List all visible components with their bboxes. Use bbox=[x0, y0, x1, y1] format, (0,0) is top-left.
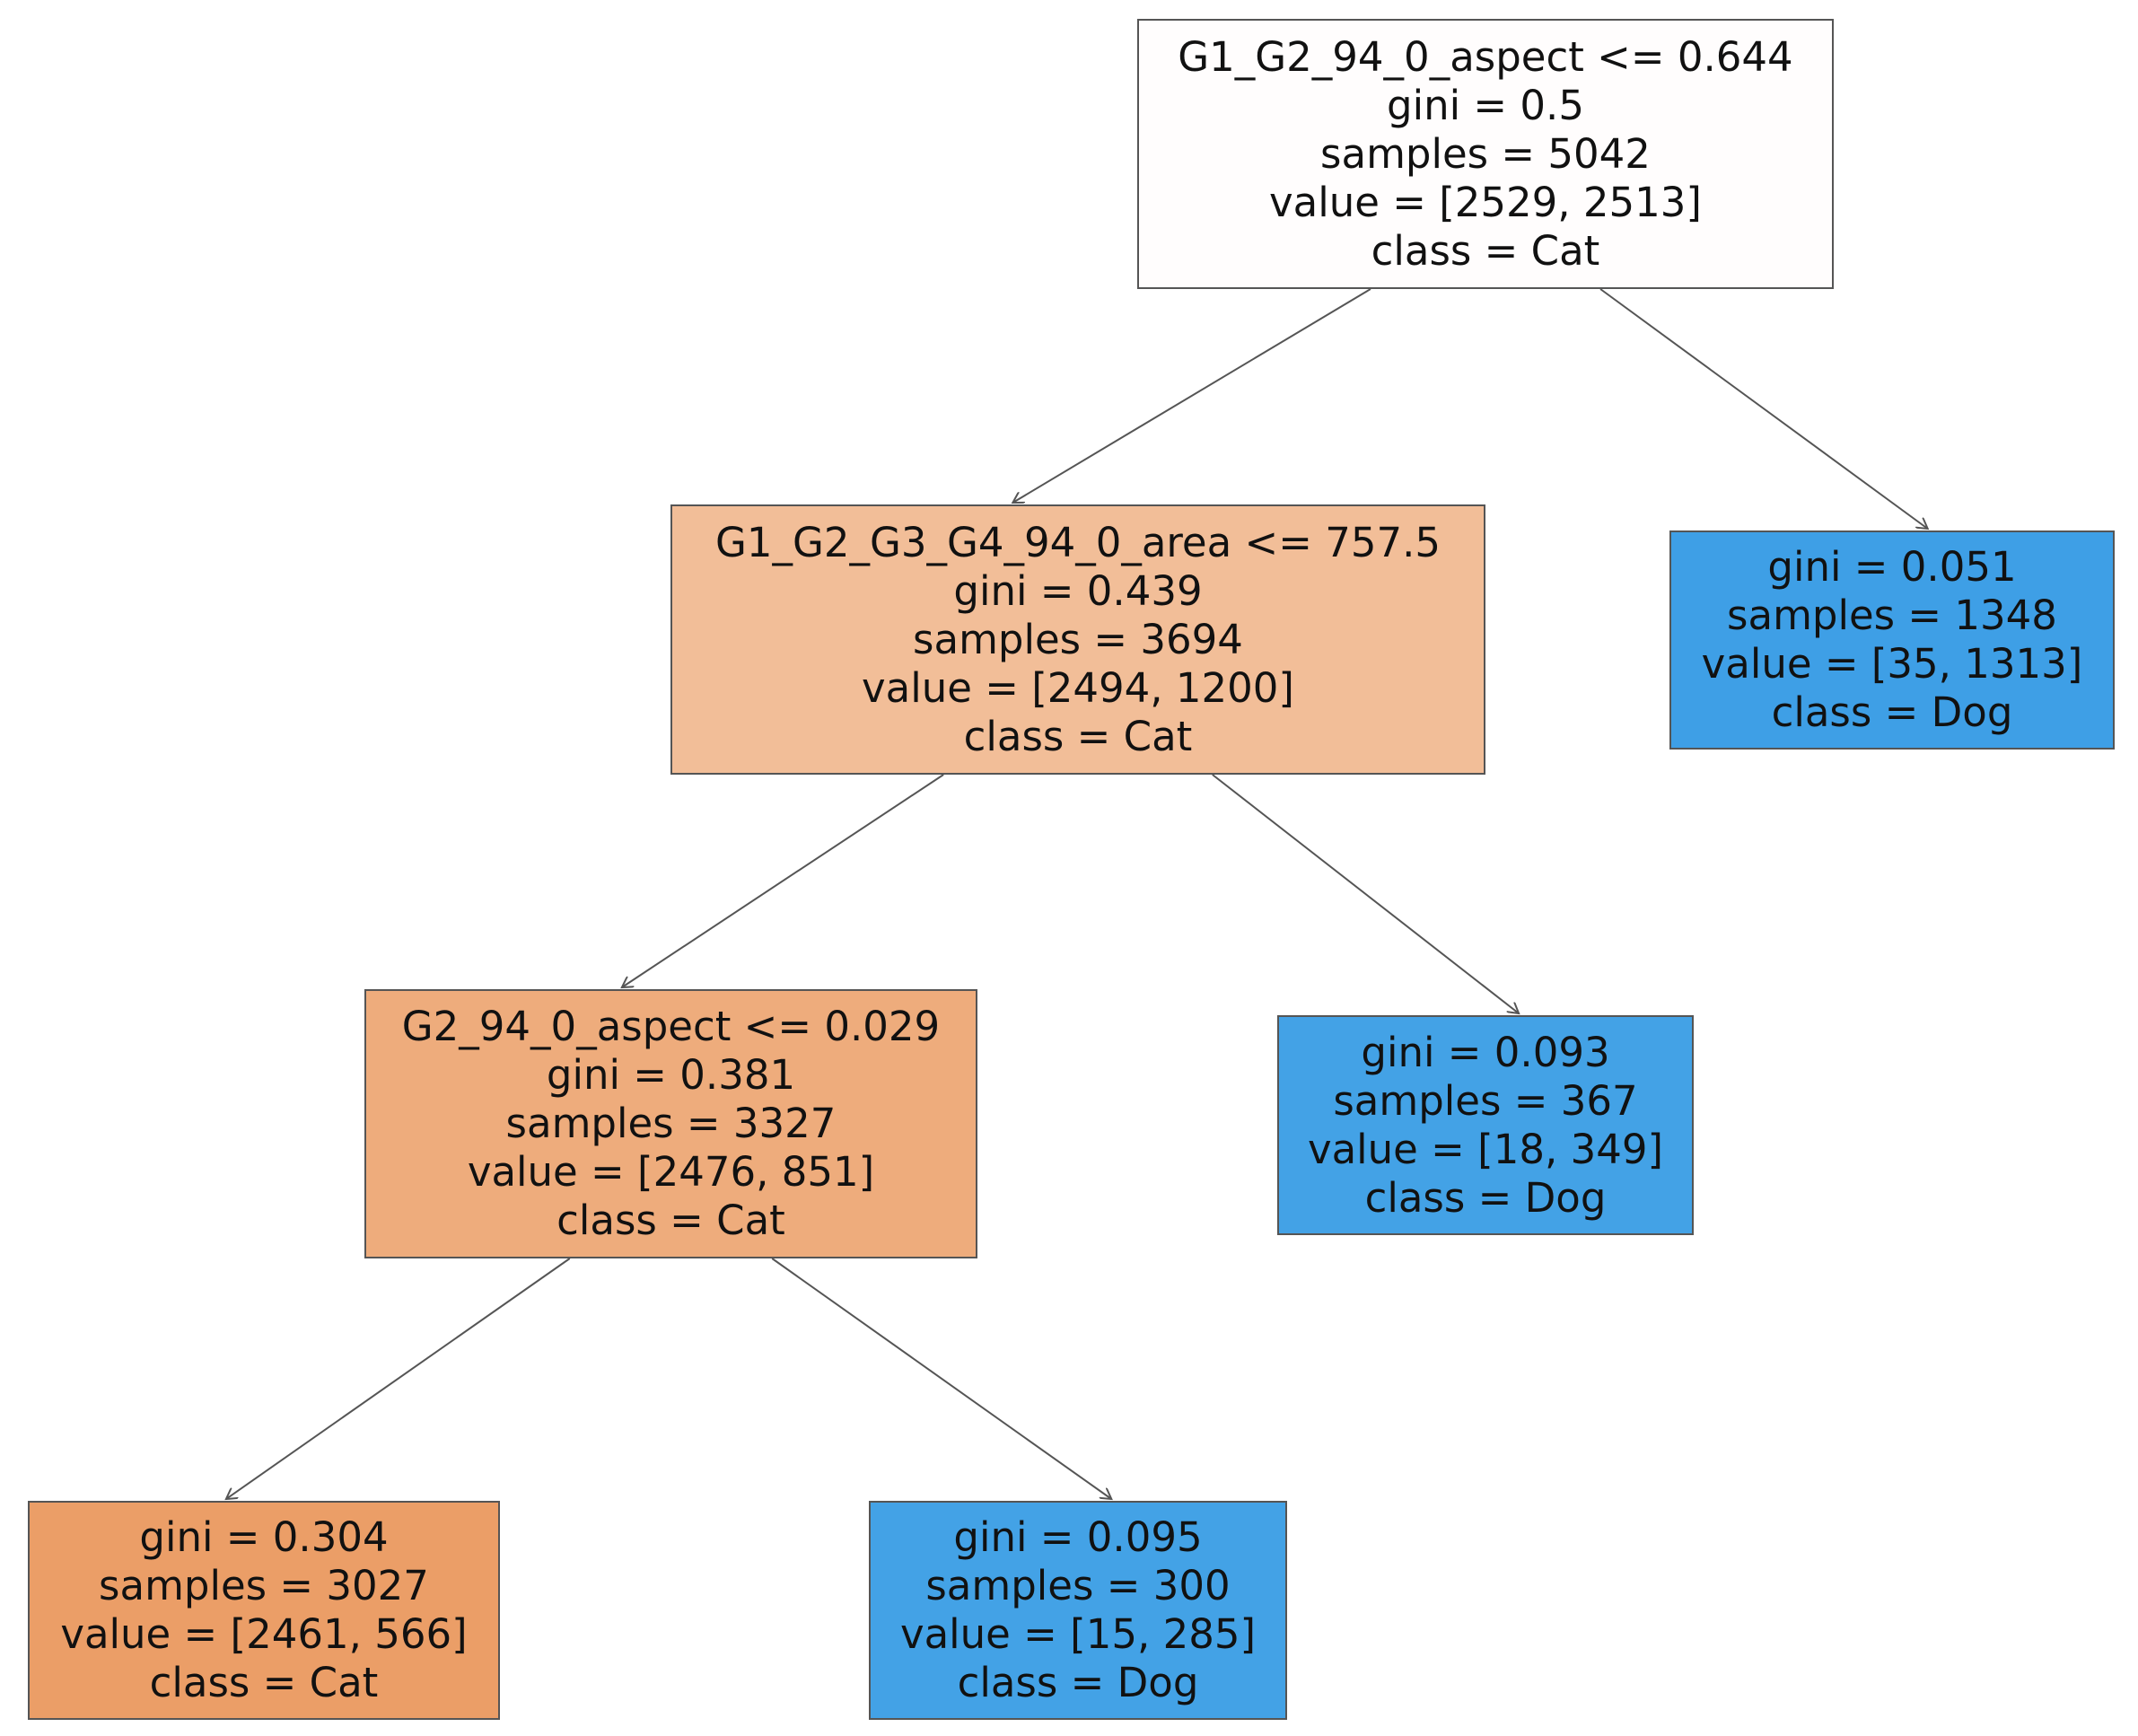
node-class: class = Cat bbox=[556, 1197, 785, 1244]
node-gini: gini = 0.051 bbox=[1767, 543, 2017, 591]
leaf-node-dog-1348: gini = 0.051 samples = 1348 value = [35,… bbox=[1669, 530, 2115, 750]
node-aspect-split: G2_94_0_aspect <= 0.029 gini = 0.381 sam… bbox=[364, 989, 977, 1258]
node-gini: gini = 0.439 bbox=[953, 566, 1203, 615]
node-class: class = Cat bbox=[963, 712, 1193, 760]
node-area-split: G1_G2_G3_G4_94_0_area <= 757.5 gini = 0.… bbox=[670, 504, 1485, 775]
node-samples: samples = 367 bbox=[1333, 1076, 1638, 1125]
node-samples: samples = 3327 bbox=[505, 1100, 837, 1147]
node-gini: gini = 0.093 bbox=[1361, 1028, 1610, 1076]
node-class: class = Dog bbox=[957, 1659, 1199, 1706]
node-gini: gini = 0.381 bbox=[546, 1051, 796, 1099]
node-gini: gini = 0.5 bbox=[1387, 81, 1584, 129]
node-split: G1_G2_94_0_aspect <= 0.644 bbox=[1178, 32, 1793, 81]
node-samples: samples = 300 bbox=[925, 1562, 1231, 1609]
leaf-node-cat-3027: gini = 0.304 samples = 3027 value = [246… bbox=[28, 1501, 500, 1720]
node-samples: samples = 3027 bbox=[99, 1562, 429, 1609]
edge-n3-n5 bbox=[226, 1258, 571, 1499]
node-split: G2_94_0_aspect <= 0.029 bbox=[401, 1003, 941, 1050]
edge-n3-n6 bbox=[771, 1258, 1111, 1499]
node-class: class = Dog bbox=[1364, 1173, 1607, 1222]
node-value: value = [2476, 851] bbox=[467, 1148, 875, 1196]
node-root: G1_G2_94_0_aspect <= 0.644 gini = 0.5 sa… bbox=[1137, 19, 1834, 289]
node-gini: gini = 0.095 bbox=[953, 1513, 1203, 1561]
node-value: value = [2494, 1200] bbox=[862, 663, 1294, 712]
node-value: value = [18, 349] bbox=[1307, 1125, 1664, 1173]
node-samples: samples = 3694 bbox=[913, 615, 1243, 663]
node-gini: gini = 0.304 bbox=[139, 1513, 389, 1561]
node-split: G1_G2_G3_G4_94_0_area <= 757.5 bbox=[714, 518, 1441, 566]
node-value: value = [35, 1313] bbox=[1701, 640, 2083, 688]
node-value: value = [2529, 2513] bbox=[1269, 178, 1702, 226]
node-samples: samples = 5042 bbox=[1320, 129, 1651, 178]
node-samples: samples = 1348 bbox=[1727, 592, 2057, 639]
node-value: value = [15, 285] bbox=[899, 1610, 1257, 1658]
edge-n1-n4 bbox=[1212, 774, 1519, 1013]
node-class: class = Cat bbox=[1371, 226, 1600, 275]
leaf-node-dog-367: gini = 0.093 samples = 367 value = [18, … bbox=[1277, 1015, 1694, 1235]
edge-root-n1 bbox=[1012, 288, 1371, 503]
edge-n1-n3 bbox=[622, 774, 944, 987]
edge-root-n2 bbox=[1599, 288, 1928, 529]
node-value: value = [2461, 566] bbox=[60, 1610, 468, 1658]
leaf-node-dog-300: gini = 0.095 samples = 300 value = [15, … bbox=[869, 1501, 1287, 1720]
node-class: class = Cat bbox=[149, 1659, 379, 1706]
node-class: class = Dog bbox=[1771, 688, 2013, 736]
